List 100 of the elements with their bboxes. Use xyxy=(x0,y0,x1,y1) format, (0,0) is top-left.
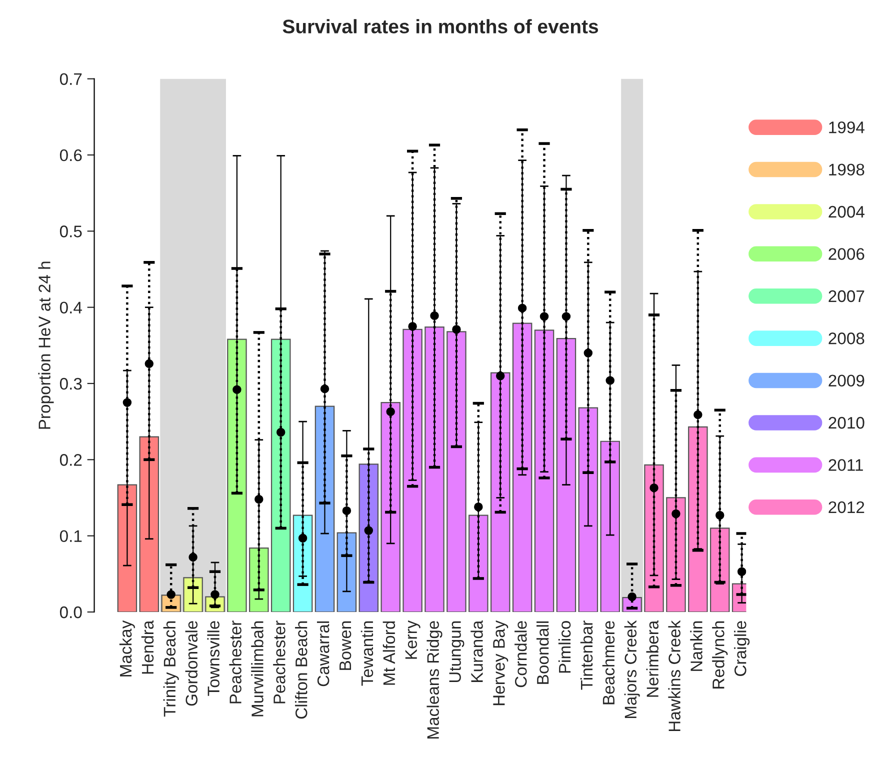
x-tick-label: Nankin xyxy=(690,621,702,671)
x-tick-label: Peachester xyxy=(273,620,286,704)
bar xyxy=(534,330,554,612)
legend-label: 2011 xyxy=(828,459,863,471)
x-tick-label: Trinity Beach xyxy=(163,621,179,717)
bar xyxy=(249,547,269,612)
bar xyxy=(666,497,686,612)
x-tick-label: Pimlico xyxy=(558,621,571,673)
point xyxy=(606,376,614,385)
bar xyxy=(380,402,400,612)
x-tick-label: Nerimbera xyxy=(646,620,658,697)
y-tick-label: 0.3 xyxy=(60,378,82,390)
x-tick-label: Kerry xyxy=(405,620,420,659)
point xyxy=(452,325,461,334)
x-tick-label: Utungun xyxy=(449,621,464,682)
y-tick-label: 0.4 xyxy=(60,302,82,314)
point xyxy=(540,312,549,321)
x-tick-label: Craiglie xyxy=(734,621,750,676)
bar xyxy=(227,338,247,612)
x-tick-label: Tintenbar xyxy=(580,620,593,690)
y-axis-title: Proportion HeV at 24 h xyxy=(38,262,54,429)
legend-label: 2004 xyxy=(828,206,864,218)
x-tick-label: Boondall xyxy=(536,621,549,684)
point xyxy=(408,322,417,331)
bar xyxy=(710,528,730,612)
bar xyxy=(270,338,291,612)
point xyxy=(320,384,330,394)
point xyxy=(232,385,242,394)
bar xyxy=(490,372,510,612)
chart-title: Survival rates in months of events xyxy=(282,19,598,34)
x-tick-label: Mt Alford xyxy=(382,621,396,685)
x-tick-label: Tewantin xyxy=(360,621,374,686)
x-tick-label: Hervey Bay xyxy=(493,620,508,706)
point xyxy=(144,359,154,368)
x-tick-label: Mackay xyxy=(119,620,135,676)
bar xyxy=(468,514,488,612)
point xyxy=(276,428,286,437)
legend-label: 2007 xyxy=(828,290,864,302)
point xyxy=(364,526,374,535)
legend-label: 1998 xyxy=(829,164,864,176)
x-tick-label: Cawarral xyxy=(316,621,330,686)
point xyxy=(188,552,198,562)
y-tick-label: 0.6 xyxy=(60,149,82,162)
bar xyxy=(512,322,532,612)
x-tick-label: Hendra xyxy=(141,620,154,674)
point xyxy=(694,410,702,420)
point xyxy=(650,483,658,492)
x-tick-label: Clifton Beach xyxy=(295,621,308,719)
point xyxy=(122,398,132,407)
bar xyxy=(446,331,466,612)
bar xyxy=(578,407,598,612)
x-tick-label: Majors Creek xyxy=(624,620,640,718)
point xyxy=(166,590,176,599)
bar xyxy=(600,440,620,612)
bar xyxy=(336,532,357,612)
legend-label: 2010 xyxy=(828,416,864,429)
bar xyxy=(358,464,379,612)
legend-label: 1994 xyxy=(829,121,864,134)
x-tick-label: Macleans Ridge xyxy=(426,621,442,738)
bar xyxy=(644,464,664,612)
legend-label: 2006 xyxy=(828,248,864,260)
legend-label: 2008 xyxy=(828,332,864,344)
y-tick-label: 0.1 xyxy=(60,530,82,542)
point xyxy=(672,509,680,518)
x-tick-label: Beachmere xyxy=(602,621,615,704)
y-tick-label: 0.2 xyxy=(60,454,82,466)
y-tick-label: 0.5 xyxy=(60,226,82,238)
y-tick-label: 0.7 xyxy=(60,73,82,85)
x-tick-label: Kuranda xyxy=(470,620,483,682)
point xyxy=(254,494,264,504)
x-tick-label: Peachester xyxy=(229,620,242,704)
point xyxy=(584,348,593,358)
point xyxy=(342,506,352,516)
point xyxy=(210,590,220,599)
bar xyxy=(314,406,335,612)
point xyxy=(628,592,636,602)
point xyxy=(518,304,527,312)
y-tick-label: 0.0 xyxy=(60,606,82,618)
bar xyxy=(117,484,138,612)
point xyxy=(715,510,724,520)
point xyxy=(298,534,308,542)
point xyxy=(496,371,505,380)
x-tick-label: Redlynch xyxy=(712,621,728,688)
bar xyxy=(556,338,576,612)
bar xyxy=(688,426,708,612)
bar xyxy=(139,436,160,612)
x-tick-label: Corndale xyxy=(514,621,527,688)
x-tick-label: Townsville xyxy=(207,621,220,696)
x-tick-label: Hawkins Creek xyxy=(668,620,680,732)
point xyxy=(430,311,439,320)
legend-label: 2009 xyxy=(828,374,864,387)
point xyxy=(737,567,746,576)
point xyxy=(386,407,395,416)
bar xyxy=(424,326,444,612)
bar xyxy=(402,328,422,612)
x-tick-label: Bowen xyxy=(340,621,352,670)
x-tick-label: Gordonvale xyxy=(185,621,198,706)
point xyxy=(562,312,571,321)
x-tick-label: Murwillimbah xyxy=(251,621,264,716)
legend-label: 2012 xyxy=(828,501,864,514)
